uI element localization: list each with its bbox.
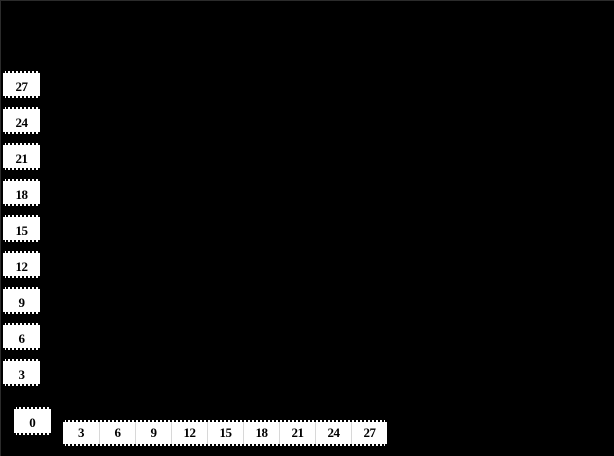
y-axis-tick-label: 12 bbox=[3, 251, 40, 278]
y-axis-tick-label: 21 bbox=[3, 143, 40, 170]
y-axis-tick-label: 3 bbox=[3, 359, 40, 386]
y-axis-tick-label: 9 bbox=[3, 287, 40, 314]
x-axis-tick-label: 3 bbox=[78, 425, 85, 440]
y-axis-tick-label: 24 bbox=[3, 107, 40, 134]
x-axis-tick-label: 24 bbox=[315, 422, 351, 444]
plot-area bbox=[51, 21, 391, 407]
axis-origin-label: 0 bbox=[14, 407, 51, 435]
x-axis-tick-label: 12 bbox=[171, 422, 207, 444]
x-axis-tick-label: 15 bbox=[207, 422, 243, 444]
x-axis-tick-label: 27 bbox=[351, 422, 387, 444]
x-axis-tick-label: 9 bbox=[135, 422, 171, 444]
x-axis-tick-label: 21 bbox=[279, 422, 315, 444]
y-axis-tick-label: 27 bbox=[3, 71, 40, 98]
y-axis-tick-label: 15 bbox=[3, 215, 40, 242]
y-axis-tick-label: 18 bbox=[3, 179, 40, 206]
x-axis-tick-labels: 3 6 9 12 15 18 21 24 27 bbox=[63, 420, 387, 446]
x-axis-tick-label: 18 bbox=[243, 422, 279, 444]
x-axis-tick-label: 6 bbox=[99, 422, 135, 444]
y-axis-tick-label: 6 bbox=[3, 323, 40, 350]
